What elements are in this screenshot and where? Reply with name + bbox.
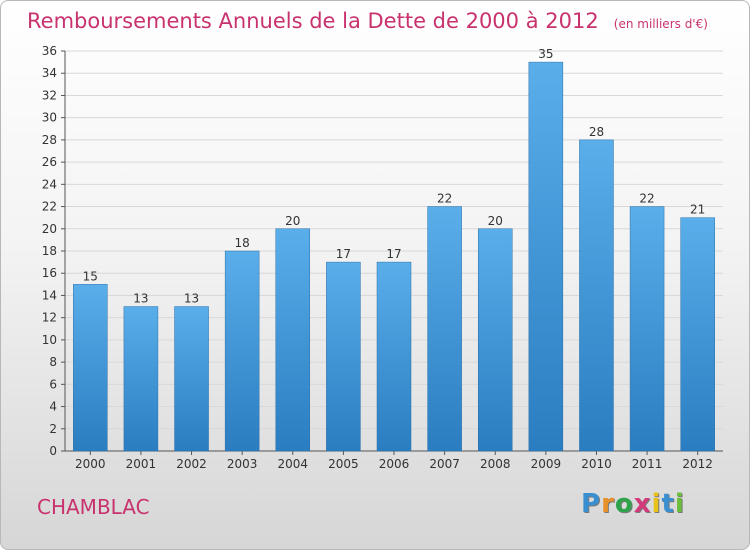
x-tick-label-2012: 2012 [682,457,713,471]
bar-2005 [326,261,361,452]
data-label-2008: 20 [488,214,503,228]
chart-title-unit: (en milliers d'€) [614,17,708,31]
data-label-2007: 22 [437,192,452,206]
commune-name: CHAMBLAC [37,495,150,519]
y-tick-label: 26 [42,155,57,169]
chart-title: Remboursements Annuels de la Dette de 20… [27,9,708,33]
y-tick-label: 12 [42,311,57,325]
y-tick-label: 4 [49,400,57,414]
logo-letter: x [633,489,652,519]
data-label-2003: 18 [235,236,250,250]
x-tick-label-2005: 2005 [328,457,359,471]
logo-letter: P [581,489,602,519]
x-tick-label-2006: 2006 [379,457,410,471]
data-label-2011: 22 [639,192,654,206]
x-tick-label-2007: 2007 [429,457,460,471]
logo-letter: r [601,489,615,519]
proxiti-logo[interactable]: Proxiti [581,489,685,519]
y-tick-label: 36 [42,44,57,58]
data-label-2009: 35 [538,47,553,61]
y-tick-label: 16 [42,266,57,280]
data-label-2004: 20 [285,214,300,228]
data-label-2001: 13 [133,292,148,306]
x-tick-label-2002: 2002 [176,457,207,471]
x-tick-label-2000: 2000 [75,457,106,471]
y-tick-label: 22 [42,200,57,214]
y-tick-label: 34 [42,66,57,80]
x-tick-label-2010: 2010 [581,457,612,471]
bar-2000 [73,284,108,452]
x-tick-label-2004: 2004 [277,457,308,471]
y-tick-label: 2 [49,422,57,436]
y-tick-label: 14 [42,288,57,302]
x-tick-label-2008: 2008 [480,457,511,471]
logo-letter: i [651,489,662,519]
y-tick-label: 6 [49,377,57,391]
logo-letter: i [674,489,685,519]
bar-2002 [174,306,209,452]
bar-2001 [123,306,159,452]
bar-2011 [629,206,665,452]
logo-letter: t [661,489,675,519]
chart-title-main: Remboursements Annuels de la Dette de 20… [27,9,599,33]
y-tick-label: 8 [49,355,57,369]
bar-2004 [275,228,311,452]
data-label-2010: 28 [589,125,604,139]
data-label-2000: 15 [83,269,98,283]
data-label-2002: 13 [184,292,199,306]
x-tick-label-2001: 2001 [126,457,157,471]
bar-2007 [427,206,462,452]
data-label-2012: 21 [690,203,705,217]
bar-2010 [579,139,614,452]
bar-2006 [376,261,412,452]
y-tick-label: 24 [42,177,57,191]
y-tick-label: 20 [42,222,57,236]
bar-2008 [477,228,513,452]
bar-2012 [680,217,715,452]
y-tick-label: 10 [42,333,57,347]
data-label-2005: 17 [336,247,351,261]
logo-letter: o [614,489,634,519]
y-tick-label: 32 [42,88,57,102]
y-tick-label: 0 [49,444,57,458]
x-tick-label-2003: 2003 [227,457,258,471]
x-tick-label-2011: 2011 [632,457,663,471]
y-tick-label: 30 [42,111,57,125]
data-labels: 15 13 13 18 20 17 17 22 20 35 28 22 21 [83,47,706,305]
bar-2003 [224,250,260,452]
bar-2009 [528,61,564,452]
x-tick-label-2009: 2009 [531,457,562,471]
data-label-2006: 17 [386,247,401,261]
y-tick-label: 18 [42,244,57,258]
y-tick-label: 28 [42,133,57,147]
bars [73,61,715,452]
